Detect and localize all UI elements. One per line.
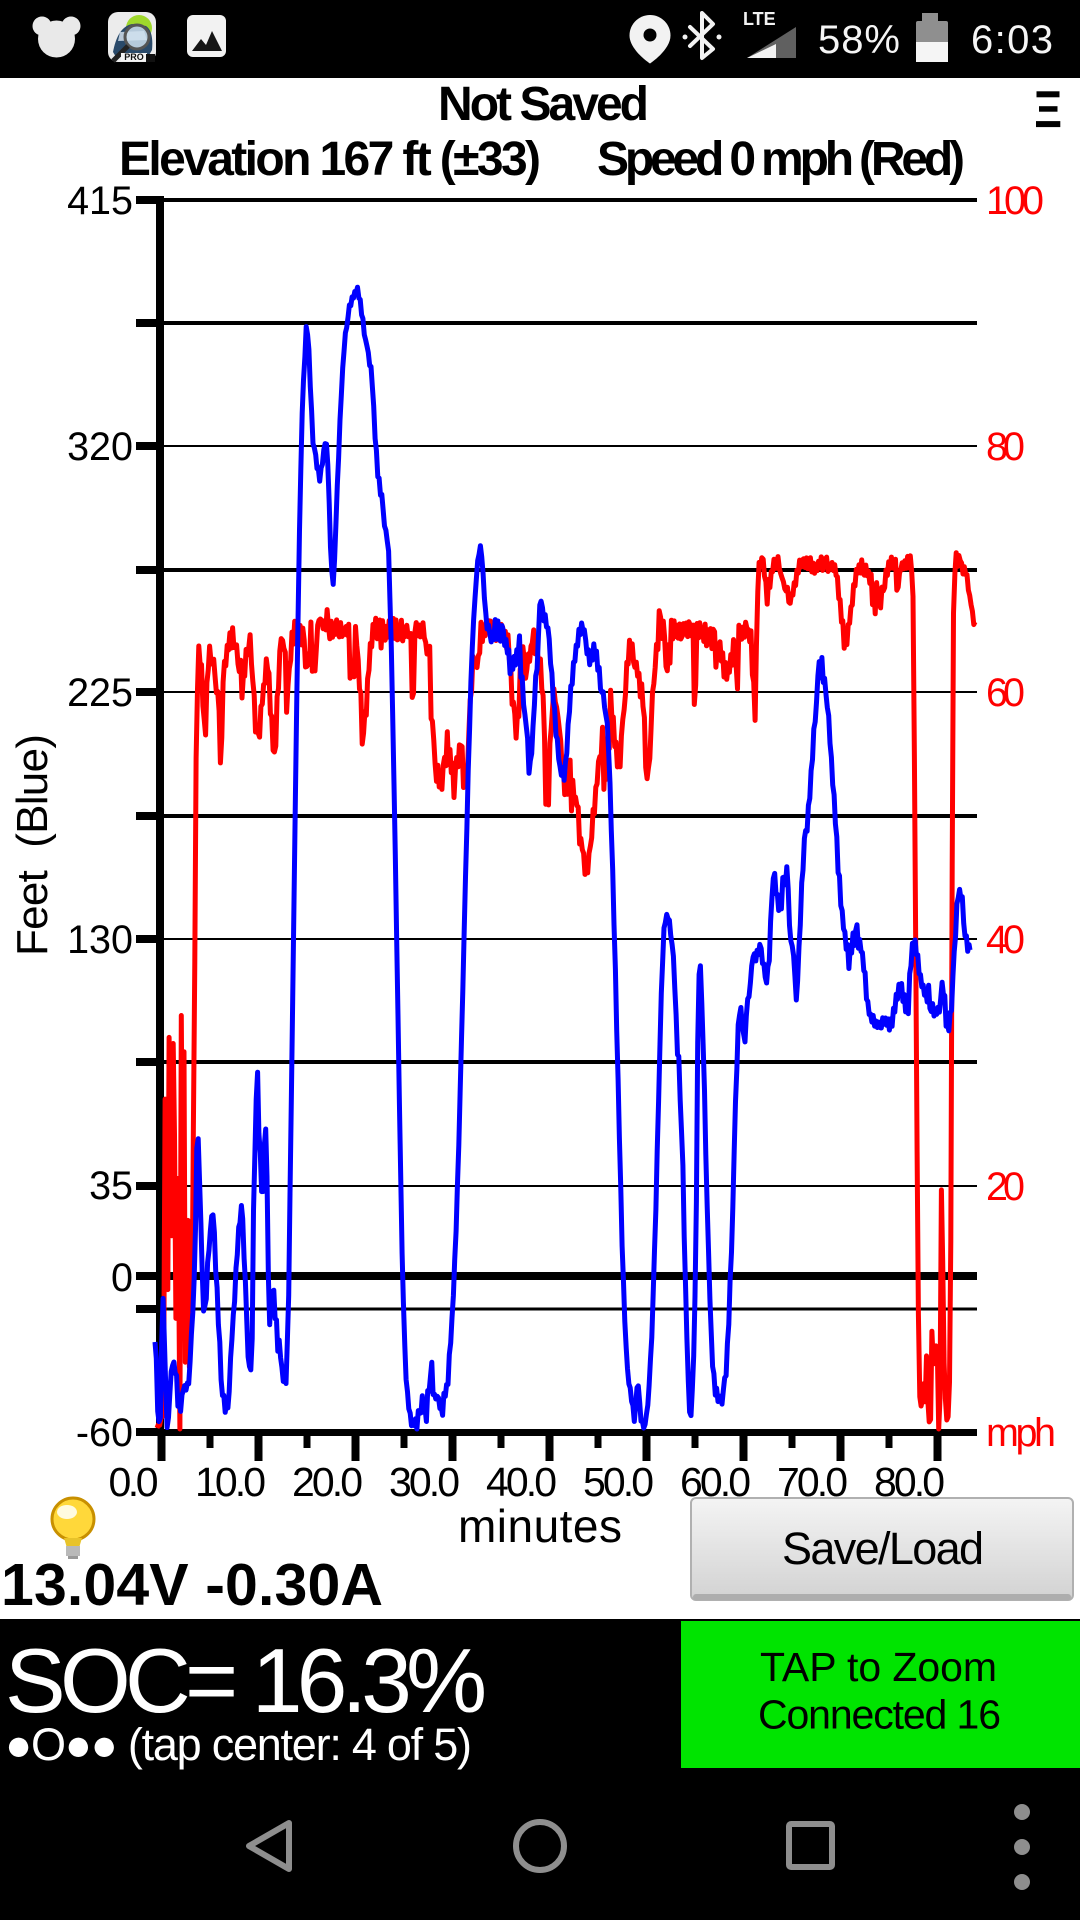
svg-text:80: 80 <box>986 425 1025 469</box>
svg-text:50.0: 50.0 <box>583 1459 654 1505</box>
svg-text:30.0: 30.0 <box>389 1459 460 1505</box>
svg-text:100: 100 <box>986 179 1044 223</box>
svg-text:130: 130 <box>67 918 133 962</box>
svg-text:LTE: LTE <box>743 9 776 29</box>
svg-text:●O●● (tap center: 4 of 5): ●O●● (tap center: 4 of 5) <box>5 1719 472 1770</box>
svg-text:225: 225 <box>67 671 133 715</box>
svg-text:TAP to Zoom: TAP to Zoom <box>760 1644 997 1690</box>
svg-text:40: 40 <box>986 918 1025 962</box>
svg-text:20.0: 20.0 <box>292 1459 363 1505</box>
svg-text:-60: -60 <box>76 1411 133 1455</box>
svg-text:0.0: 0.0 <box>109 1459 159 1505</box>
svg-text:40.0: 40.0 <box>486 1459 557 1505</box>
svg-text:Feet (Blue): Feet (Blue) <box>8 734 57 956</box>
svg-text:35: 35 <box>89 1164 133 1208</box>
svg-text:58%: 58% <box>818 18 900 62</box>
svg-text:Elevation 167 ft (±33): Elevation 167 ft (±33) <box>119 133 541 186</box>
svg-text:10.0: 10.0 <box>195 1459 266 1505</box>
svg-text:PRO: PRO <box>124 52 144 62</box>
svg-text:SOC= 16.3%: SOC= 16.3% <box>5 1631 487 1732</box>
svg-text:13.04V -0.30A: 13.04V -0.30A <box>1 1552 383 1618</box>
svg-text:6:03: 6:03 <box>971 18 1053 62</box>
svg-text:Not Saved: Not Saved <box>438 78 649 131</box>
svg-text:Connected 16: Connected 16 <box>758 1692 1001 1738</box>
svg-text:415: 415 <box>67 179 133 223</box>
svg-text:Save/Load: Save/Load <box>782 1523 984 1574</box>
svg-text:320: 320 <box>67 425 133 469</box>
svg-text:0: 0 <box>111 1256 133 1300</box>
svg-text:Speed 0 mph (Red): Speed 0 mph (Red) <box>597 133 965 186</box>
svg-text:60: 60 <box>986 671 1025 715</box>
svg-text:20: 20 <box>986 1165 1025 1209</box>
svg-text:minutes: minutes <box>458 1500 622 1552</box>
svg-text:mph: mph <box>986 1411 1056 1455</box>
